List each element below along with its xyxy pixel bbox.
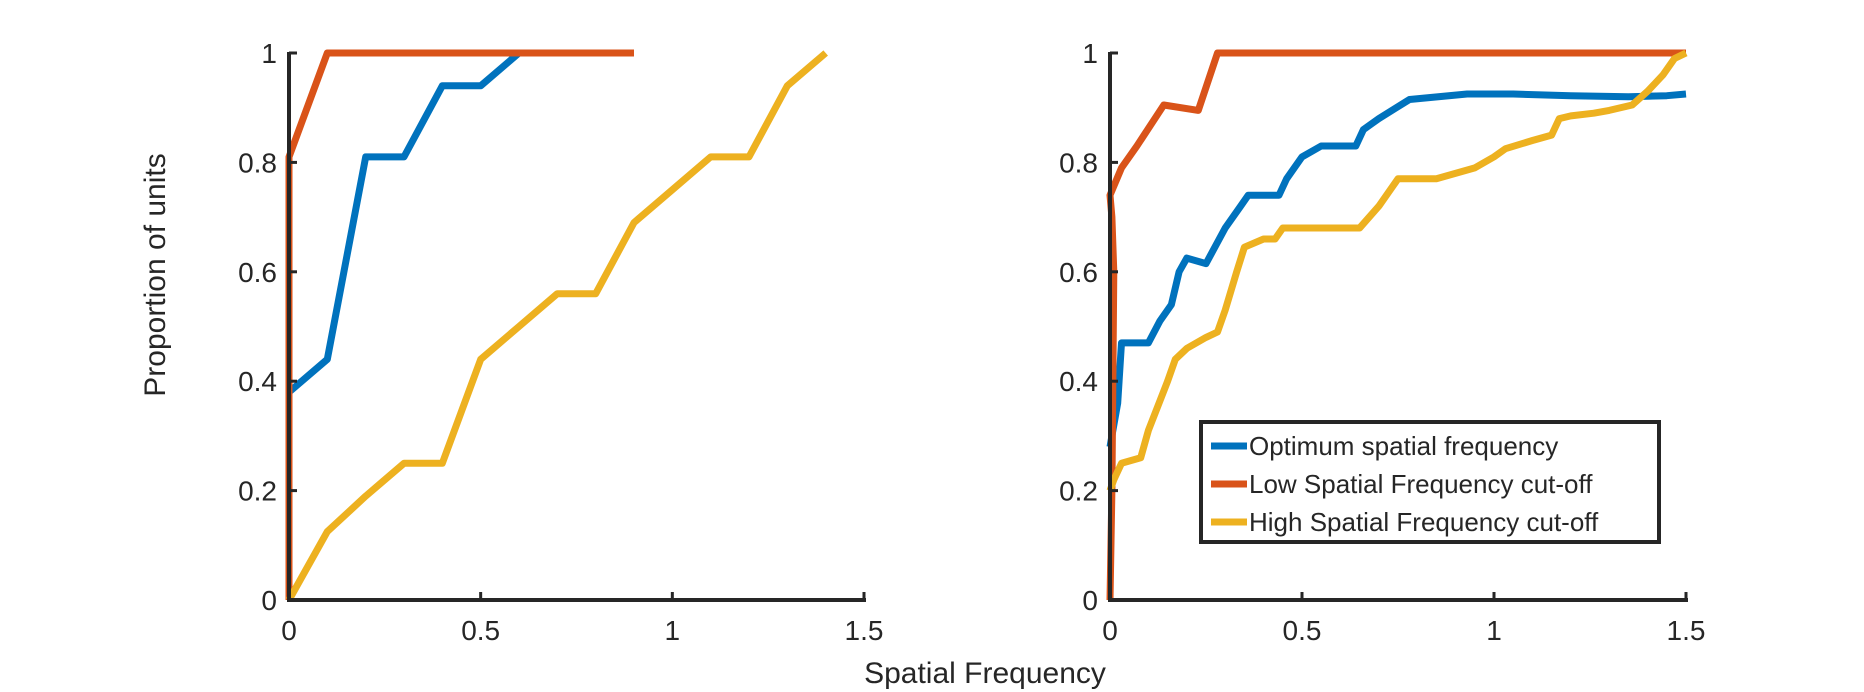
- series-line-low-cutoff: [1106, 49, 1686, 601]
- x-tick-label: 1.5: [845, 615, 884, 646]
- y-tick-label: 0.6: [238, 257, 277, 288]
- y-axis-title: Proportion of units: [139, 153, 172, 396]
- series-line-optimum: [286, 50, 522, 395]
- legend-label-low-cutoff: Low Spatial Frequency cut-off: [1249, 469, 1593, 499]
- y-tick-label: 0: [261, 585, 277, 616]
- x-tick-label: 1: [665, 615, 681, 646]
- y-tick-label: 0.4: [238, 366, 277, 397]
- x-axis-title: Spatial Frequency: [864, 657, 1106, 690]
- chart-panel-2: 0 0.2 0.4 0.6 0.8 1 0 0.5 1 1.5 Optimum spatial fr…: [1059, 38, 1705, 646]
- y-tick-label: 0: [1082, 585, 1098, 616]
- x-tick-label: 1.5: [1667, 615, 1706, 646]
- series-line-high-cutoff: [1106, 49, 1688, 492]
- chart-panels: 0 0.2 0.4 0.6 0.8 1 0 0.5 1 1.5 0 0.2 0.4 0.6 0.8 1 0 0.5…: [238, 38, 1705, 646]
- legend-label-optimum: Optimum spatial frequency: [1249, 431, 1558, 461]
- y-tick-label: 0.4: [1059, 366, 1098, 397]
- x-tick-label: 0.5: [1283, 615, 1322, 646]
- x-tick-label: 0: [281, 615, 297, 646]
- x-tick-label: 1: [1486, 615, 1502, 646]
- series-line-high-cutoff: [285, 50, 828, 602]
- y-tick-label: 0.2: [1059, 476, 1098, 507]
- y-tick-label: 1: [1082, 38, 1098, 69]
- series-line-optimum: [1106, 90, 1687, 448]
- y-tick-label: 0.6: [1059, 257, 1098, 288]
- series-line-low-cutoff: [285, 49, 634, 600]
- legend-label-high-cutoff: High Spatial Frequency cut-off: [1249, 507, 1599, 537]
- chart-panel-1: 0 0.2 0.4 0.6 0.8 1 0 0.5 1 1.5: [238, 38, 883, 646]
- y-tick-label: 0.8: [1059, 147, 1098, 178]
- y-tick-label: 0.2: [238, 476, 277, 507]
- x-tick-label: 0: [1102, 615, 1118, 646]
- x-tick-label: 0.5: [461, 615, 500, 646]
- y-tick-label: 1: [261, 38, 277, 69]
- legend: Optimum spatial frequency Low Spatial Fre…: [1199, 420, 1661, 544]
- legend-box: [1199, 420, 1661, 544]
- y-tick-label: 0.8: [238, 147, 277, 178]
